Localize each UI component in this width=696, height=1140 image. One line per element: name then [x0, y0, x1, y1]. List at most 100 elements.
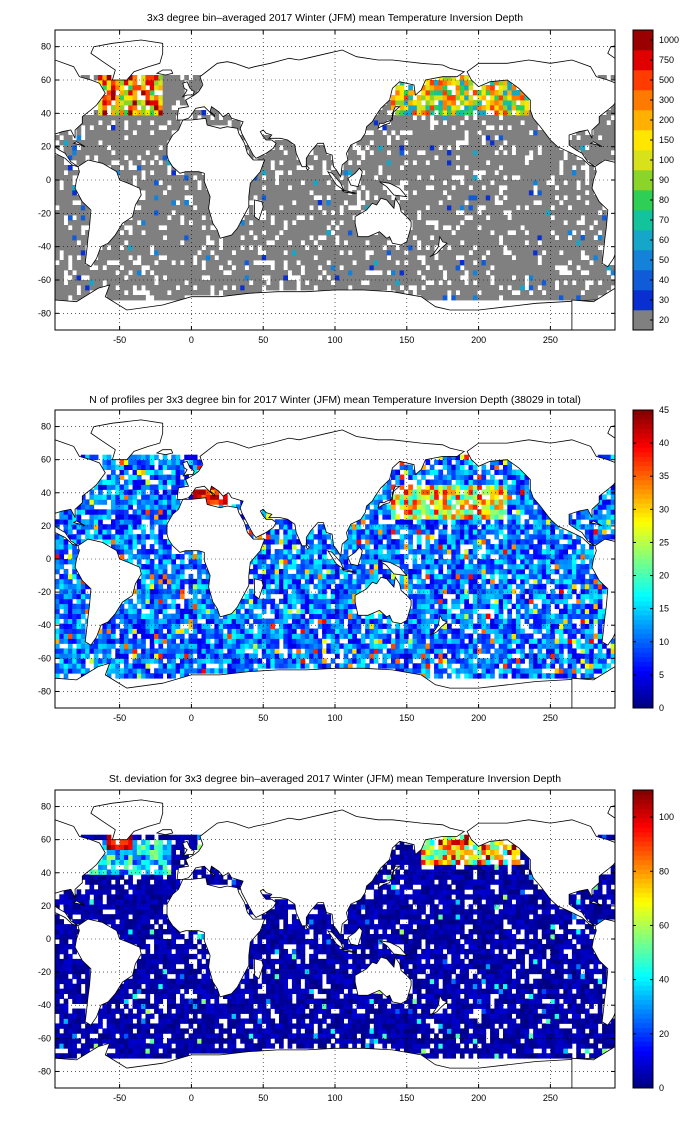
heatmap-cell: [102, 95, 108, 101]
heatmap-cell: [550, 200, 556, 206]
heatmap-cell: [330, 658, 336, 664]
heatmap-cell: [395, 265, 401, 271]
heatmap-cell: [167, 275, 172, 281]
heatmap-cell: [67, 668, 73, 674]
heatmap-cell: [347, 265, 353, 271]
heatmap-cell: [145, 180, 151, 186]
heatmap-cell: [115, 95, 121, 101]
heatmap-cell: [464, 618, 469, 624]
heatmap-cell: [123, 653, 129, 659]
heatmap-cell: [485, 245, 491, 251]
heatmap-cell: [365, 175, 370, 181]
heatmap-cell: [541, 225, 547, 231]
heatmap-cell: [373, 285, 379, 291]
heatmap-cell: [528, 120, 534, 126]
heatmap-cell: [412, 145, 418, 151]
heatmap-cell: [309, 155, 314, 161]
heatmap-cell: [528, 220, 534, 226]
heatmap-cell: [85, 115, 90, 121]
heatmap-cell: [141, 633, 146, 639]
heatmap-cell: [231, 618, 237, 624]
heatmap-cell: [244, 663, 250, 669]
heatmap-cell: [447, 165, 452, 171]
heatmap-cell: [128, 250, 133, 256]
heatmap-cell: [481, 125, 487, 131]
heatmap-cell: [468, 180, 474, 186]
heatmap-cell: [179, 618, 185, 624]
heatmap-cell: [416, 260, 422, 266]
heatmap-cell: [76, 225, 82, 231]
heatmap-cell: [606, 280, 612, 286]
heatmap-cell: [537, 185, 543, 191]
heatmap-cell: [72, 170, 77, 176]
heatmap-cell: [179, 285, 185, 291]
heatmap-cell: [606, 285, 612, 291]
heatmap-cell: [317, 255, 323, 261]
heatmap-cell: [438, 230, 444, 236]
heatmap-cell: [132, 663, 138, 669]
heatmap-cell: [602, 120, 607, 126]
heatmap-cell: [115, 638, 121, 644]
heatmap-cell: [313, 180, 319, 186]
heatmap-cell: [464, 260, 469, 266]
heatmap-cell: [80, 658, 86, 664]
heatmap-cell: [197, 190, 202, 196]
heatmap-cell: [300, 190, 306, 196]
heatmap-cell: [240, 613, 245, 619]
heatmap-cell: [563, 275, 569, 281]
heatmap-cell: [571, 628, 577, 634]
heatmap-cell: [584, 245, 590, 251]
heatmap-cell: [352, 628, 357, 634]
heatmap-cell: [55, 648, 60, 654]
heatmap-cell: [416, 160, 422, 166]
heatmap-cell: [451, 145, 457, 151]
heatmap-cell: [240, 265, 245, 271]
heatmap-cell: [421, 140, 426, 146]
heatmap-cell: [408, 180, 413, 186]
heatmap-cell: [442, 290, 448, 296]
heatmap-cell: [498, 280, 504, 286]
heatmap-cell: [571, 653, 577, 659]
heatmap-cell: [257, 225, 263, 231]
heatmap-cell: [464, 240, 469, 246]
heatmap-cell: [123, 613, 129, 619]
heatmap-cell: [554, 170, 560, 176]
heatmap-cell: [89, 275, 95, 281]
heatmap-cell: [602, 135, 607, 141]
heatmap-cell: [421, 200, 426, 206]
heatmap-cell: [188, 255, 194, 261]
heatmap-cell: [235, 633, 241, 639]
heatmap-cell: [162, 175, 168, 181]
heatmap-cell: [399, 100, 405, 106]
heatmap-cell: [442, 175, 448, 181]
heatmap-cell: [300, 280, 306, 286]
heatmap-cell: [369, 185, 375, 191]
heatmap-cell: [162, 165, 168, 171]
heatmap-cell: [330, 235, 336, 241]
heatmap-cell: [494, 250, 500, 256]
heatmap-cell: [59, 130, 65, 136]
heatmap-cell: [395, 110, 401, 116]
heatmap-cell: [300, 633, 306, 639]
heatmap-cell: [528, 225, 534, 231]
heatmap-cell: [455, 170, 461, 176]
heatmap-cell: [455, 270, 461, 276]
heatmap-cell: [244, 285, 250, 291]
heatmap-cell: [210, 110, 215, 116]
heatmap-cell: [563, 673, 569, 679]
heatmap-cell: [373, 140, 379, 146]
heatmap-cell: [412, 643, 418, 649]
heatmap-cell: [93, 75, 99, 81]
heatmap-cell: [580, 210, 586, 216]
heatmap-cell: [528, 250, 534, 256]
heatmap-cell: [554, 220, 560, 226]
heatmap-cell: [593, 200, 599, 206]
heatmap-cell: [283, 205, 289, 211]
heatmap-cell: [171, 265, 177, 271]
heatmap-cell: [481, 245, 487, 251]
heatmap-cell: [67, 170, 73, 176]
heatmap-cell: [515, 260, 521, 266]
heatmap-cell: [451, 245, 457, 251]
heatmap-cell: [72, 285, 77, 291]
heatmap-cell: [477, 145, 482, 151]
